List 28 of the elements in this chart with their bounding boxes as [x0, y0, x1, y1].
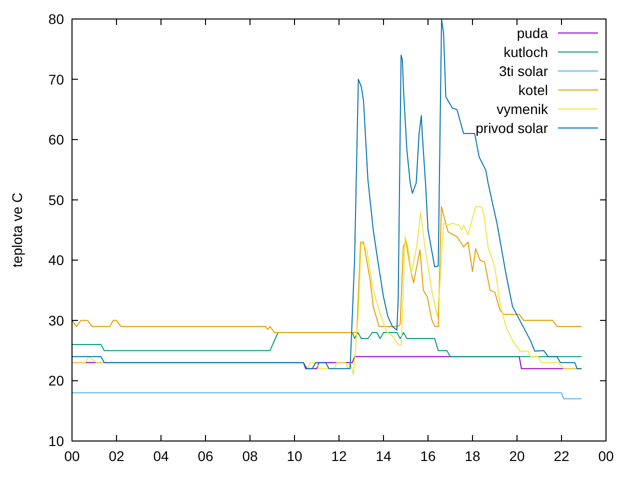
x-tick-label: 10 — [286, 448, 302, 464]
legend-label: vymenik — [496, 101, 549, 117]
x-tick-label: 08 — [242, 448, 258, 464]
y-tick-label: 70 — [48, 71, 64, 88]
x-tick-label: 00 — [598, 448, 614, 464]
x-tick-label: 14 — [376, 448, 392, 464]
x-tick-label: 16 — [420, 448, 436, 464]
y-axis-title: teplota ve C — [9, 192, 25, 268]
y-tick-label: 10 — [48, 433, 64, 449]
y-tick-label: 20 — [48, 372, 64, 389]
legend-label: privod solar — [476, 120, 548, 136]
y-tick-label: 60 — [48, 132, 64, 148]
x-tick-label: 12 — [331, 448, 347, 464]
legend-label: kutloch — [504, 44, 548, 60]
legend-label: 3ti solar — [498, 63, 548, 79]
x-tick-label: 18 — [464, 448, 480, 464]
y-tick-label: 40 — [48, 252, 64, 268]
x-tick-label: 00 — [64, 448, 80, 464]
y-tick-label: 80 — [48, 11, 64, 27]
x-tick-label: 20 — [509, 448, 525, 464]
legend-label: puda — [516, 25, 548, 41]
y-tick-label: 30 — [48, 312, 64, 328]
legend-label: kotel — [518, 82, 548, 98]
y-tick-label: 50 — [48, 192, 64, 208]
x-tick-label: 22 — [554, 448, 570, 464]
x-tick-label: 04 — [153, 448, 169, 464]
x-tick-label: 02 — [108, 448, 124, 464]
x-tick-label: 06 — [198, 448, 214, 464]
